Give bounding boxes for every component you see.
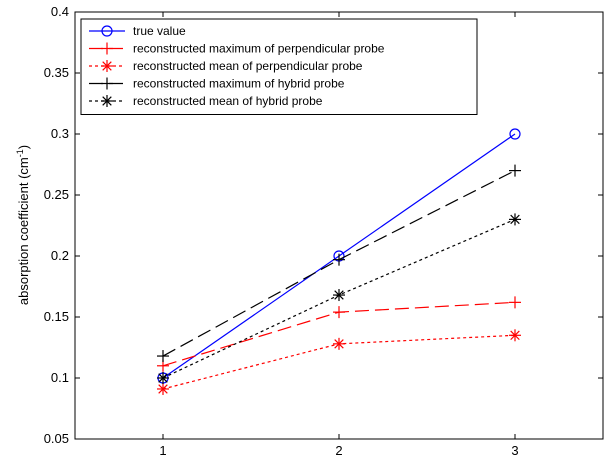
y-axis-label-close: ) [16,145,31,149]
x-tick-label: 1 [159,443,166,458]
legend-label: reconstructed mean of perpendicular prob… [133,59,363,73]
data-point [101,60,113,72]
data-point [333,337,345,350]
data-point [333,306,345,319]
y-tick-label: 0.05 [44,431,69,446]
data-point [509,296,521,309]
legend-entry: true value [89,24,186,38]
y-tick-label: 0.35 [44,65,69,80]
x-tick-label: 3 [511,443,518,458]
data-point [509,128,521,140]
y-axis-label-main: absorption coefficient (cm [16,157,31,305]
legend-label: true value [133,24,186,38]
y-tick-label: 0.3 [51,126,69,141]
legend-entry: reconstructed mean of hybrid probe [89,94,323,108]
legend-entry: reconstructed maximum of perpendicular p… [89,42,385,56]
data-point [509,329,521,342]
data-point [157,350,169,363]
y-tick-label: 0.1 [51,370,69,385]
legend-label: reconstructed maximum of perpendicular p… [133,42,385,56]
x-tick-label: 2 [335,443,342,458]
series-2 [157,329,521,395]
series-layer [157,128,521,395]
y-tick-label: 0.2 [51,248,69,263]
series-4 [157,213,521,384]
legend: true value reconstructed maximum of perpe… [80,18,478,115]
y-tick-label: 0.25 [44,187,69,202]
y-tick-label: 0.4 [51,4,69,19]
data-point [101,77,113,90]
data-point [333,253,345,266]
legend-label: reconstructed maximum of hybrid probe [133,77,345,91]
data-point [333,289,345,302]
series-3 [157,164,521,363]
y-axis-label: absorption coefficient (cm-1) [15,145,31,305]
legend-entry: reconstructed mean of perpendicular prob… [89,59,363,73]
legend-box [80,18,478,115]
legend-label: reconstructed mean of hybrid probe [133,94,323,108]
data-point [101,95,113,107]
axis-ticks: 0.05 0.1 0.15 0.2 0.25 0.3 0.35 0.4 1 2 3 [44,4,603,458]
data-point [101,42,113,55]
data-point [157,372,169,384]
y-axis-label-superscript: -1 [15,149,25,157]
data-point [509,213,521,226]
y-tick-label: 0.15 [44,309,69,324]
data-point [157,382,169,395]
legend-entry: reconstructed maximum of hybrid probe [89,77,345,91]
data-point [509,164,521,177]
data-point [101,25,113,37]
